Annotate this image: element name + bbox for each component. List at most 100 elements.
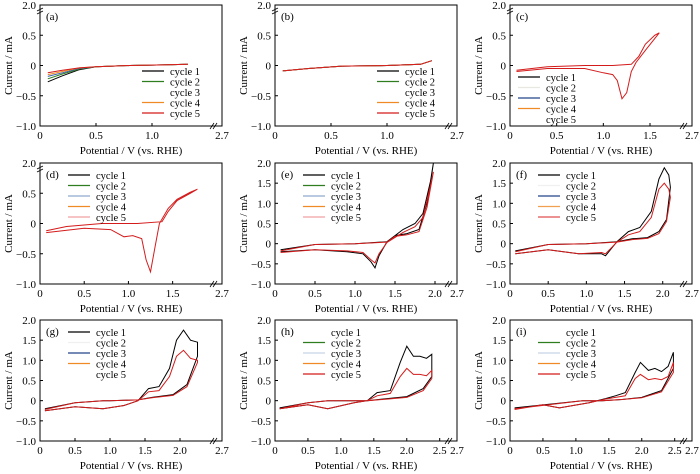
legend-entry: cycle 1 [96, 328, 126, 339]
y-tick-label: −0.5 [251, 259, 271, 271]
x-axis-label: Potential / V (vs. RHE) [80, 303, 183, 315]
series-cycle-5 [280, 171, 434, 264]
x-tick-label: 0 [272, 130, 278, 142]
y-tick-label: 1.0 [257, 198, 271, 210]
x-tick-label: 0.5 [550, 130, 564, 142]
panel-i: 0 0.5 1.0 1.5 2.0 2.5 2.7 −1.0 −0.5 0 0.5 1.0 1.5 2.0… [473, 315, 699, 472]
legend-entry: cycle 1 [566, 328, 596, 339]
legend-entry: cycle 5 [566, 213, 596, 224]
y-tick-label: −1.0 [16, 279, 36, 291]
legend-entry: cycle 5 [331, 213, 361, 224]
y-tick-label: −1.0 [251, 121, 271, 133]
x-tick-label: 0.5 [324, 130, 338, 142]
y-tick-label: 2.0 [257, 158, 271, 170]
y-axis-break [36, 165, 44, 173]
x-axis-label: Potential / V (vs. RHE) [315, 460, 418, 472]
y-axis-break [506, 7, 514, 15]
x-tick-label: 2.5 [433, 445, 447, 457]
x-break-label: 2.7 [215, 130, 229, 142]
x-axis-break [679, 122, 688, 130]
y-tick-label: 0.5 [22, 30, 36, 42]
legend-entry: cycle 3 [331, 192, 361, 203]
y-tick-label: 0 [266, 396, 272, 408]
legend-entry: cycle 1 [331, 328, 361, 339]
panel-b: 0 0.5 1.0 2.7 −1.0 −0.5 0 0.5 2.0 Potential / V (… [238, 0, 464, 157]
legend-entry: cycle 1 [405, 67, 435, 78]
y-axis-label: Current / mA [3, 194, 15, 253]
y-tick-label: 1.0 [492, 198, 506, 210]
x-axis-label: Potential / V (vs. RHE) [80, 145, 183, 157]
y-axis-label: Current / mA [3, 36, 15, 95]
legend-entry: cycle 3 [331, 349, 361, 360]
x-tick-label: 0 [37, 288, 43, 300]
legend-entry: cycle 4 [96, 360, 127, 371]
x-tick-label: 1.5 [138, 445, 152, 457]
y-tick-label: 1.0 [492, 355, 506, 367]
y-tick-label: −0.5 [486, 416, 506, 428]
x-tick-label: 0 [272, 445, 278, 457]
x-tick-label: 2.0 [428, 288, 442, 300]
y-tick-label: −0.5 [16, 416, 36, 428]
legend-entry: cycle 2 [405, 78, 435, 89]
legend-entry: cycle 5 [96, 370, 126, 381]
y-tick-label: −0.5 [486, 259, 506, 271]
x-tick-label: 1.0 [103, 445, 117, 457]
y-tick-label: 2.0 [257, 315, 271, 327]
y-axis-label: Current / mA [473, 194, 485, 253]
legend-entry: cycle 3 [170, 88, 200, 99]
x-break-label: 2.7 [215, 445, 229, 457]
series-cycle-1 [515, 166, 671, 257]
panel-label: (g) [46, 326, 59, 338]
x-tick-label: 1.0 [569, 445, 583, 457]
legend-entry: cycle 4 [331, 360, 362, 371]
legend-entry: cycle 4 [566, 360, 597, 371]
x-tick-label: 2.0 [635, 445, 649, 457]
x-tick-label: 1.0 [380, 130, 394, 142]
legend-entry: cycle 1 [170, 67, 200, 78]
y-tick-label: 0.5 [257, 30, 271, 42]
x-axis-label: Potential / V (vs. RHE) [550, 303, 653, 315]
y-axis-break [271, 7, 279, 15]
x-tick-label: 0.5 [301, 445, 315, 457]
y-tick-label: 2.0 [492, 0, 506, 12]
x-tick-label: 0.5 [536, 445, 550, 457]
x-tick-label: 1.0 [122, 288, 136, 300]
legend-entry: cycle 3 [405, 88, 435, 99]
panel-a: 0 0.5 1.0 2.7 −1.0 −0.5 0 0.5 2.0 Potential / V (… [3, 0, 229, 157]
y-tick-label: −1.0 [486, 436, 506, 448]
legend-entry: cycle 5 [96, 213, 126, 224]
x-tick-label: 2.0 [173, 445, 187, 457]
x-tick-label: 1.0 [334, 445, 348, 457]
x-axis-label: Potential / V (vs. RHE) [315, 303, 418, 315]
legend-entry: cycle 1 [546, 73, 576, 84]
plot-frame [274, 162, 458, 285]
panel-d: 0 0.5 1.0 1.5 2.7 −1.0 −0.5 0 0.5 2.0 Potential / … [3, 158, 229, 315]
y-tick-label: 1.0 [22, 355, 36, 367]
x-axis-label: Potential / V (vs. RHE) [315, 145, 418, 157]
x-tick-label: 2.0 [656, 288, 670, 300]
x-axis-break [209, 280, 218, 288]
y-tick-label: 1.5 [492, 178, 506, 190]
y-tick-label: −0.5 [486, 91, 506, 103]
x-tick-label: 1.0 [145, 130, 159, 142]
legend-entry: cycle 2 [96, 339, 126, 350]
y-tick-label: 0.5 [257, 376, 271, 388]
panel-h: 0 0.5 1.0 1.5 2.0 2.5 2.7 −1.0 −0.5 0 0.5 1.0 1.5 2.0… [238, 315, 464, 472]
y-tick-label: 2.0 [22, 315, 36, 327]
y-axis-label: Current / mA [238, 36, 250, 95]
y-tick-label: 0.5 [492, 376, 506, 388]
series-cycle-5 [282, 60, 432, 72]
panel-label: (c) [516, 11, 529, 23]
x-tick-label: 0 [37, 130, 43, 142]
y-tick-label: 0.5 [22, 376, 36, 388]
panel-label: (i) [516, 326, 527, 338]
y-tick-label: −0.5 [251, 91, 271, 103]
x-tick-label: 1.0 [596, 130, 610, 142]
x-break-label: 2.7 [450, 130, 464, 142]
x-tick-label: 1.5 [618, 288, 632, 300]
x-break-label: 2.7 [685, 288, 699, 300]
y-tick-label: 1.5 [257, 335, 271, 347]
